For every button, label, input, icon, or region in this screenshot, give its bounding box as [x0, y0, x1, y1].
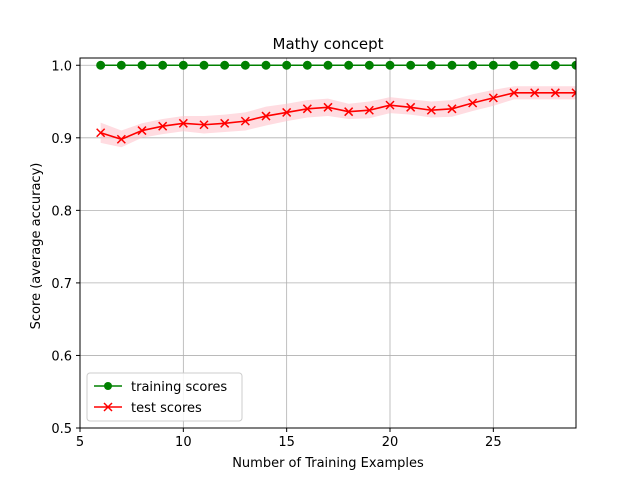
test-scores-point: [240, 116, 250, 126]
test-scores-point: [406, 102, 416, 112]
test-scores-point: [447, 104, 457, 114]
training-scores-point: [426, 60, 436, 70]
test-scores-legend-label: test scores: [131, 401, 202, 416]
test-scores-point: [509, 88, 519, 98]
training-scores-point: [323, 60, 333, 70]
test-scores-point: [282, 107, 292, 117]
training-scores-point: [571, 60, 576, 70]
y-tick-label: 0.9: [51, 132, 72, 147]
x-tick-label: 15: [278, 435, 295, 450]
training-scores-legend-label: training scores: [131, 380, 227, 395]
test-scores-point: [323, 102, 333, 112]
plot-frame: [79, 57, 577, 429]
test-scores-point: [550, 88, 560, 98]
training-scores-point: [302, 60, 312, 70]
y-tick-label: 0.7: [51, 277, 72, 292]
confidence-bands: [100, 86, 576, 148]
test-scores-point: [468, 98, 478, 108]
test-scores-point: [426, 105, 436, 115]
test-scores-point: [220, 118, 230, 128]
x-tick-label: 5: [76, 435, 84, 450]
training-scores-point: [96, 60, 106, 70]
test-scores-point: [302, 104, 312, 114]
training-scores-point: [116, 60, 126, 70]
training-scores-point: [178, 60, 188, 70]
training-scores-legend-marker: [104, 382, 112, 390]
test-scores-point: [199, 120, 209, 130]
y-tick-label: 1.0: [51, 59, 72, 74]
training-scores-point: [261, 60, 271, 70]
chart-title: Mathy concept: [273, 35, 384, 53]
test-scores-point: [158, 121, 168, 131]
training-scores-point: [344, 60, 354, 70]
legend: training scores test scores: [86, 372, 243, 422]
test-scores-point: [364, 105, 374, 115]
y-axis-title: Score (average accuracy): [29, 163, 44, 330]
training-scores-point: [220, 60, 230, 70]
test-scores-legend-marker: [103, 402, 113, 412]
training-scores-point: [550, 60, 560, 70]
training-scores-point: [364, 60, 374, 70]
legend-box: [86, 372, 243, 422]
training-scores-point: [240, 60, 250, 70]
test-scores-point: [116, 134, 126, 144]
test-scores-point: [261, 111, 271, 121]
test-scores-point: [96, 128, 106, 138]
test-scores-point: [178, 118, 188, 128]
x-tick-label: 10: [175, 435, 192, 450]
training-scores-point: [282, 60, 292, 70]
y-tick-label: 0.6: [51, 349, 72, 364]
test-scores-line: [100, 92, 576, 141]
training-scores-point: [385, 60, 395, 70]
test-scores-point: [385, 100, 395, 110]
test-scores-point: [488, 93, 498, 103]
test-scores-point: [344, 107, 354, 117]
y-tick-label: 0.8: [51, 204, 72, 219]
series-lines: [96, 60, 576, 144]
training-scores-point: [158, 60, 168, 70]
training-scores-point: [137, 60, 147, 70]
training-scores-point: [468, 60, 478, 70]
x-tick-label: 20: [382, 435, 399, 450]
test-scores-point: [530, 88, 540, 98]
axis-ticks: 5 10 15 20 25 0.5 0.6 0.7 0.8 0.9 1.0: [51, 59, 501, 450]
y-tick-label: 0.5: [51, 422, 72, 437]
training-scores-point: [530, 60, 540, 70]
test-scores-point: [137, 126, 147, 136]
training-scores-point: [447, 60, 457, 70]
training-scores-point: [509, 60, 519, 70]
test-score-band: [100, 86, 576, 148]
training-scores-point: [488, 60, 498, 70]
test-scores-point: [571, 88, 576, 98]
x-tick-label: 25: [485, 435, 502, 450]
training-scores-point: [406, 60, 416, 70]
training-scores-point: [199, 60, 209, 70]
x-axis-title: Number of Training Examples: [232, 456, 424, 471]
